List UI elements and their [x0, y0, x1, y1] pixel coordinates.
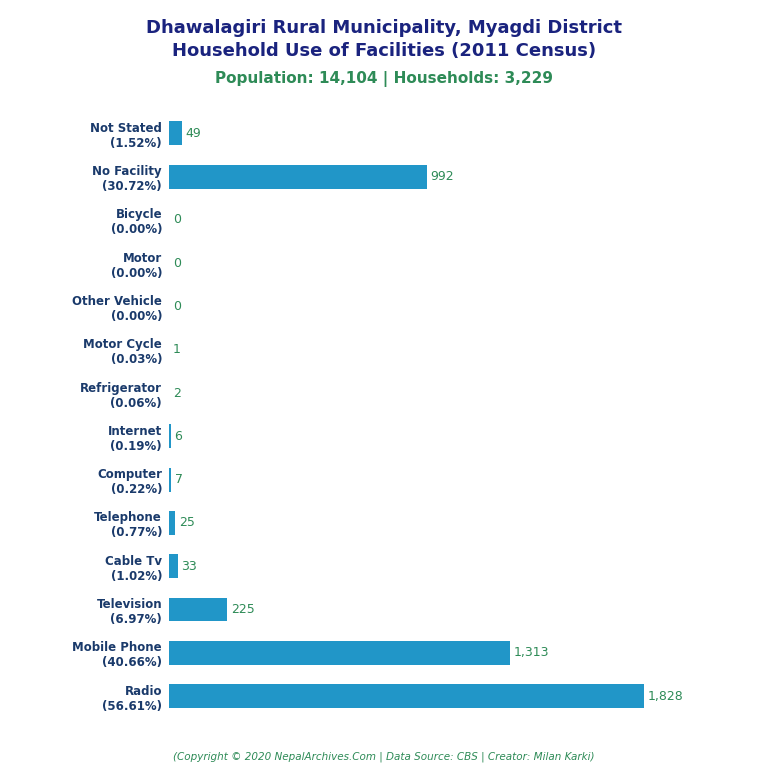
- Bar: [169, 641, 510, 664]
- Bar: [169, 684, 644, 708]
- Text: 0: 0: [173, 214, 180, 227]
- Text: 7: 7: [174, 473, 183, 486]
- Text: 33: 33: [181, 560, 197, 573]
- Text: 1: 1: [173, 343, 181, 356]
- Text: 225: 225: [231, 603, 255, 616]
- Bar: [169, 468, 170, 492]
- Bar: [169, 511, 175, 535]
- Bar: [169, 598, 227, 621]
- Text: 1,828: 1,828: [647, 690, 684, 703]
- Bar: [169, 554, 177, 578]
- Bar: [169, 425, 170, 449]
- Text: 992: 992: [430, 170, 454, 184]
- Bar: [169, 121, 182, 145]
- Text: (Copyright © 2020 NepalArchives.Com | Data Source: CBS | Creator: Milan Karki): (Copyright © 2020 NepalArchives.Com | Da…: [174, 751, 594, 762]
- Bar: [169, 165, 426, 189]
- Text: 0: 0: [173, 257, 180, 270]
- Text: 49: 49: [186, 127, 201, 140]
- Text: 0: 0: [173, 300, 180, 313]
- Text: 6: 6: [174, 430, 182, 443]
- Text: Dhawalagiri Rural Municipality, Myagdi District: Dhawalagiri Rural Municipality, Myagdi D…: [146, 19, 622, 37]
- Text: Population: 14,104 | Households: 3,229: Population: 14,104 | Households: 3,229: [215, 71, 553, 87]
- Text: 1,313: 1,313: [514, 646, 549, 659]
- Text: 25: 25: [180, 516, 195, 529]
- Text: Household Use of Facilities (2011 Census): Household Use of Facilities (2011 Census…: [172, 42, 596, 60]
- Text: 2: 2: [174, 386, 181, 399]
